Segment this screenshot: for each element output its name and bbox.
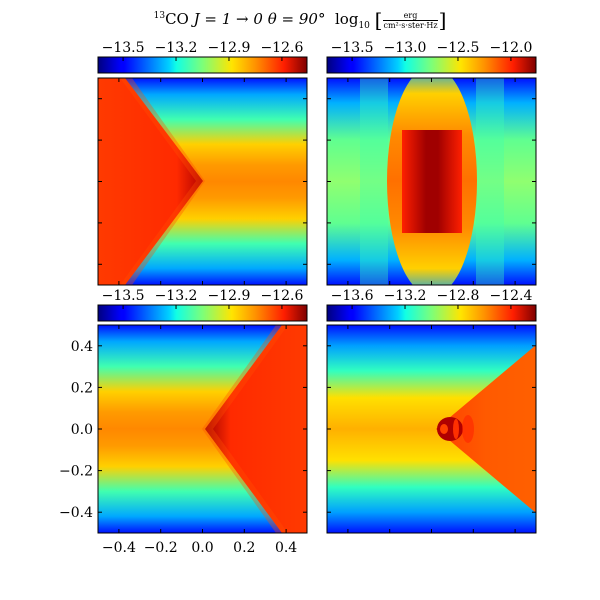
colorbar-top-left-tick-label: −12.9 [208,40,251,56]
isotope-label: 13 [153,11,166,21]
x-tick-label: 0.4 [275,540,297,556]
colorbar-top-right-tick-label: −12.0 [489,40,532,56]
y-tick-label: 0.2 [71,380,93,396]
species-label: CO [165,10,189,28]
colorbar-bottom-left-tick-label: −12.6 [260,288,303,304]
colorbar-top-right-tick-label: −13.0 [384,40,427,56]
heatmap-bottom-left [98,325,307,533]
x-tick-label: −0.2 [144,540,178,556]
colorbar-bottom-right-tick-label: −13.6 [331,288,374,304]
colorbar-bottom-right: −13.6 −13.2 −12.8 −12.4 [326,288,537,322]
x-tick-label: 0.2 [233,540,255,556]
colorbar-top-left-tick-label: −12.6 [260,40,303,56]
angle-label: θ = 90° [267,10,326,28]
unit-denominator: cm²·s·ster·Hz [383,20,438,30]
colorbar-bottom-left-tick-label: −13.5 [102,288,145,304]
colorbar-bottom-right-tick-label: −12.4 [489,288,532,304]
y-tick-label: 0.4 [71,339,93,355]
colorbar-top-right: −13.5 −13.0 −12.5 −12.0 [326,40,537,74]
colorbar-top-right-tick-label: −13.5 [331,40,374,56]
y-tick-label: −0.2 [59,464,93,480]
colorbar-top-left-tick-label: −13.5 [102,40,145,56]
figure-title: 13CO J = 1 → 0 θ = 90° log10 [erg cm²·s·s… [153,8,447,32]
log-label: log [335,10,359,28]
unit-numerator: erg [383,11,438,21]
x-tick-label: −0.4 [102,540,136,556]
colorbar-bottom-left-tick-label: −12.9 [208,288,251,304]
colorbar-top-right-tick-label: −12.5 [437,40,480,56]
y-tick-label: −0.4 [59,505,93,521]
colorbar-bottom-left-tick-label: −13.2 [155,288,198,304]
frame-tick-marks [98,78,536,533]
heatmap-top-left [98,78,307,285]
transition-label: J = 1 → 0 [193,10,263,28]
log-base-label: 10 [358,21,370,31]
colorbar-bottom-right-tick-label: −13.2 [384,288,427,304]
y-tick-label: 0.0 [71,422,93,438]
colorbar-bottom-left: −13.5 −13.2 −12.9 −12.6 [97,288,308,322]
heatmap-top-right [327,78,536,285]
colorbar-top-left: −13.5 −13.2 −12.9 −12.6 [97,40,308,74]
heatmap-bottom-right [327,325,536,533]
colorbar-bottom-right-tick-label: −12.8 [437,288,480,304]
colorbar-top-left-tick-label: −13.2 [155,40,198,56]
unit-fraction: erg cm²·s·ster·Hz [383,11,438,30]
axis-tick-labels: −0.4 −0.2 0.0 0.2 0.4 0.4 0.2 0.0 −0.2 −0.4 [59,339,297,556]
x-tick-label: 0.0 [191,540,213,556]
